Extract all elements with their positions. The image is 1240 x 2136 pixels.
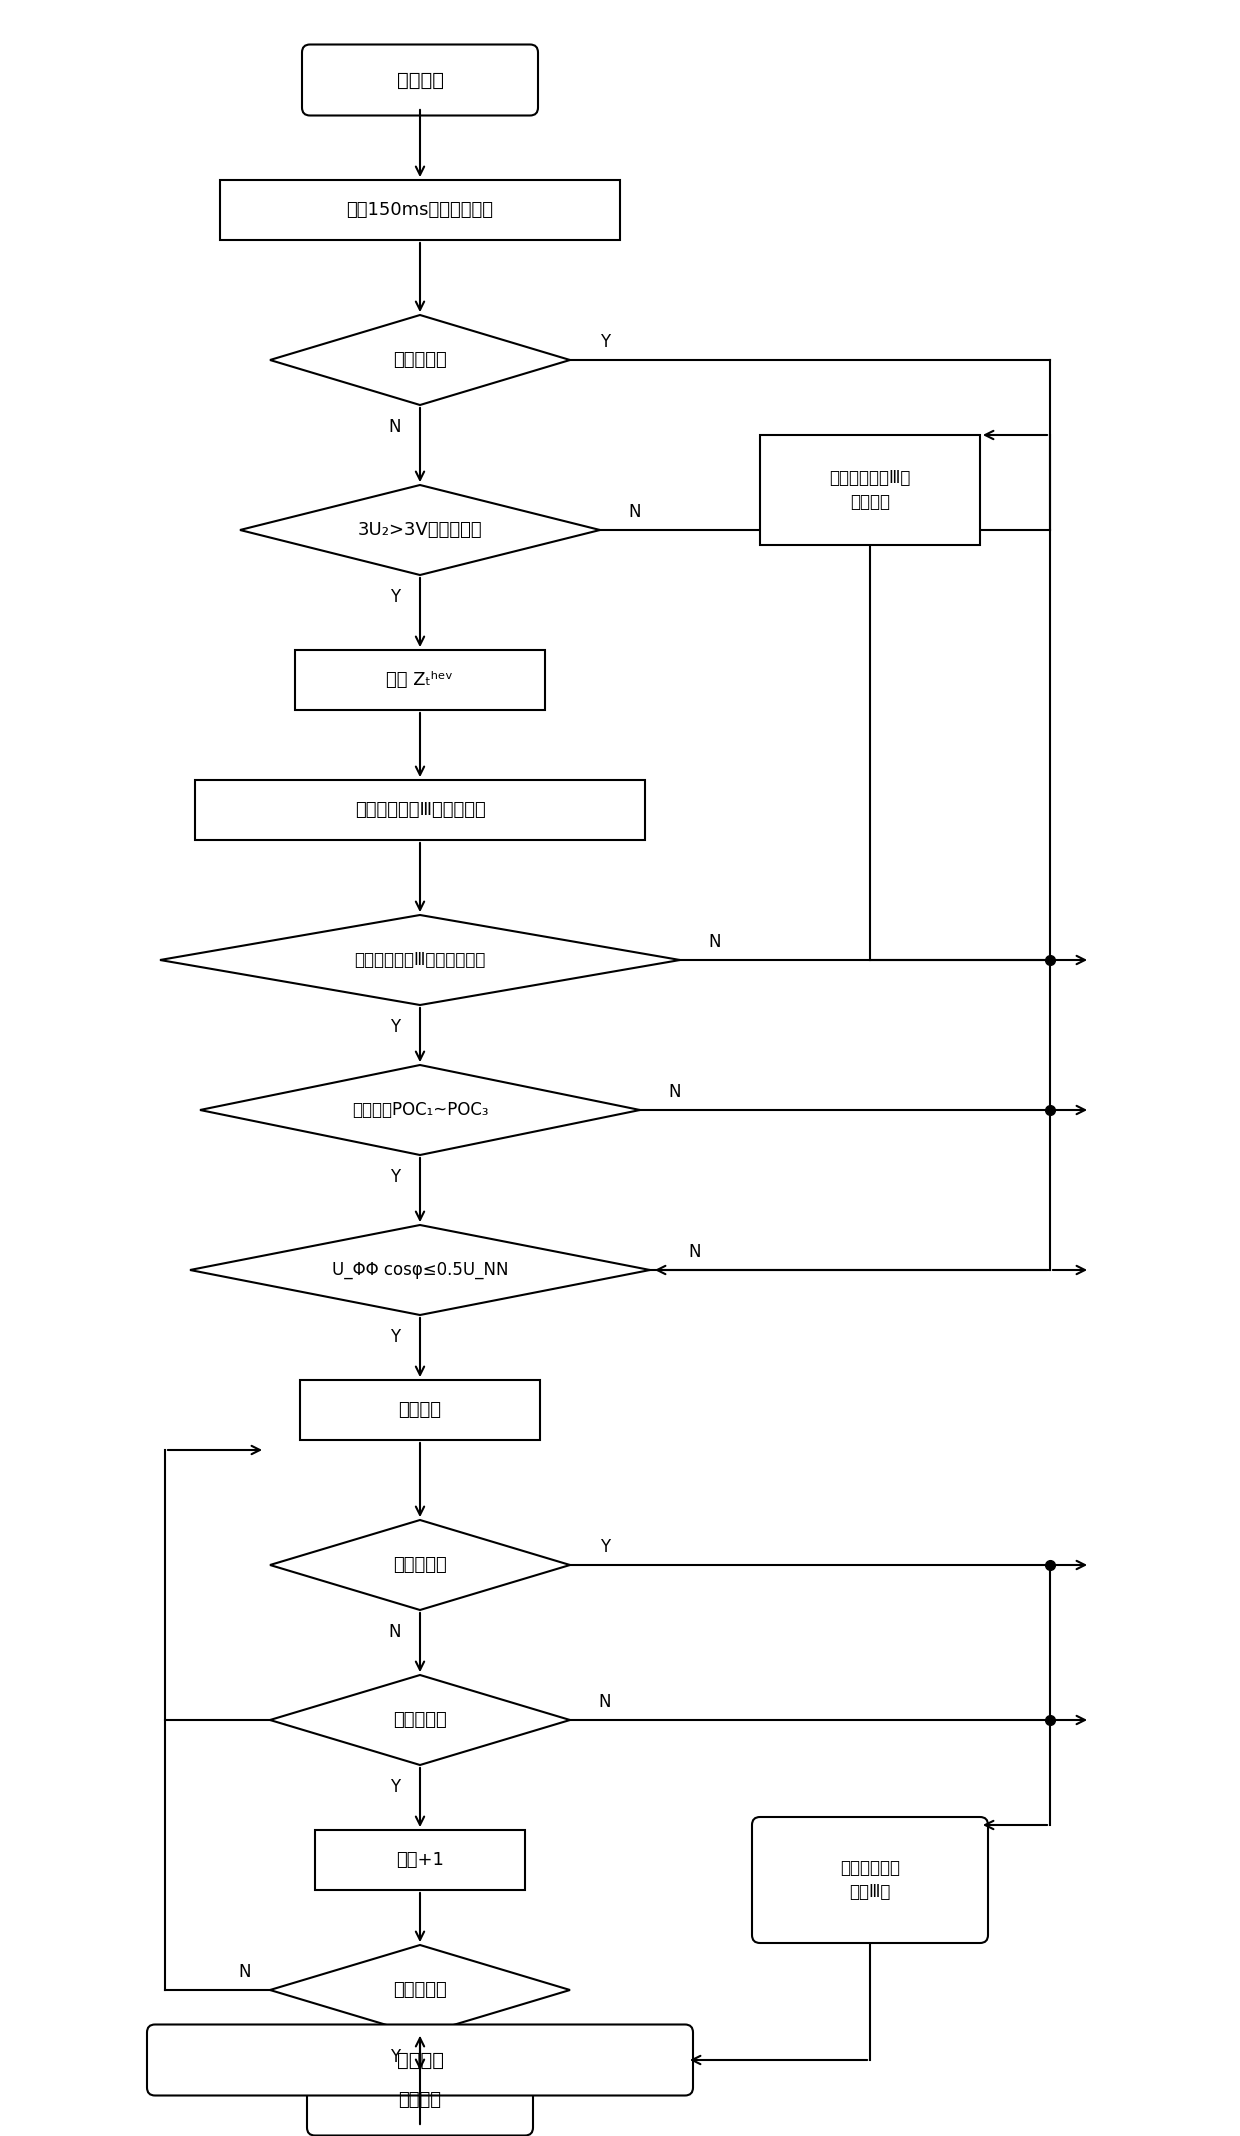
Polygon shape — [200, 1066, 640, 1156]
Text: 是否已跳闸: 是否已跳闸 — [393, 1555, 446, 1574]
Text: Y: Y — [389, 1329, 401, 1346]
Text: N: N — [239, 1963, 252, 1980]
Text: 复归相间距离
保护Ⅲ段: 复归相间距离 保护Ⅲ段 — [839, 1858, 900, 1901]
Text: 到动作时间: 到动作时间 — [393, 1980, 446, 1999]
FancyBboxPatch shape — [751, 1818, 988, 1944]
Polygon shape — [241, 485, 600, 575]
FancyBboxPatch shape — [303, 45, 538, 115]
Polygon shape — [270, 1946, 570, 2036]
Text: Y: Y — [389, 587, 401, 607]
Text: 相间距离保护Ⅲ段
算法判断: 相间距离保护Ⅲ段 算法判断 — [830, 470, 910, 511]
Bar — [300, 1380, 539, 1440]
Text: 相间距离保护Ⅲ段位于动作区: 相间距离保护Ⅲ段位于动作区 — [355, 951, 486, 970]
Bar — [219, 179, 620, 239]
Text: Y: Y — [389, 1168, 401, 1185]
Text: Y: Y — [600, 333, 610, 350]
Text: Y: Y — [389, 1777, 401, 1796]
Text: 是否已跳闸: 是否已跳闸 — [393, 350, 446, 370]
Text: U_ΦΦ cosφ≤0.5U_NN: U_ΦΦ cosφ≤0.5U_NN — [332, 1260, 508, 1279]
Polygon shape — [270, 1521, 570, 1611]
Bar — [760, 436, 980, 545]
Polygon shape — [270, 1675, 570, 1764]
Bar — [295, 649, 546, 709]
Text: N: N — [688, 1243, 702, 1260]
Text: 出口跳闸: 出口跳闸 — [397, 2051, 444, 2070]
Bar — [195, 780, 645, 839]
Text: 是否满足POC₁~POC₃: 是否满足POC₁~POC₃ — [352, 1100, 489, 1119]
Text: N: N — [709, 933, 722, 951]
Text: 等待150ms躁避区外故障: 等待150ms躁避区外故障 — [346, 201, 494, 220]
Text: Y: Y — [389, 2048, 401, 2066]
FancyBboxPatch shape — [148, 2025, 693, 2095]
Text: Y: Y — [600, 1538, 610, 1555]
Text: N: N — [389, 1623, 402, 1640]
Text: 3U₂>3V（二次侧）: 3U₂>3V（二次侧） — [357, 521, 482, 538]
Polygon shape — [270, 314, 570, 406]
Bar — [315, 1831, 525, 1890]
Text: 计时+1: 计时+1 — [396, 1852, 444, 1869]
Text: 计算 Zₜʰᵉᵛ: 计算 Zₜʰᵉᵛ — [387, 671, 454, 690]
FancyBboxPatch shape — [308, 2066, 533, 2136]
Text: 仍在动作区: 仍在动作区 — [393, 1711, 446, 1728]
Text: Y: Y — [389, 1019, 401, 1036]
Text: 出口跳闸: 出口跳闸 — [398, 2091, 441, 2108]
Text: 相间距离保护Ⅲ段算法判断: 相间距离保护Ⅲ段算法判断 — [355, 801, 485, 818]
Text: 保护起动: 保护起动 — [397, 70, 444, 90]
Text: 开放保护: 开放保护 — [398, 1401, 441, 1418]
Text: N: N — [668, 1083, 681, 1100]
Text: N: N — [629, 502, 641, 521]
Polygon shape — [160, 914, 680, 1006]
Text: N: N — [389, 419, 402, 436]
Polygon shape — [190, 1226, 650, 1316]
Text: N: N — [599, 1694, 611, 1711]
